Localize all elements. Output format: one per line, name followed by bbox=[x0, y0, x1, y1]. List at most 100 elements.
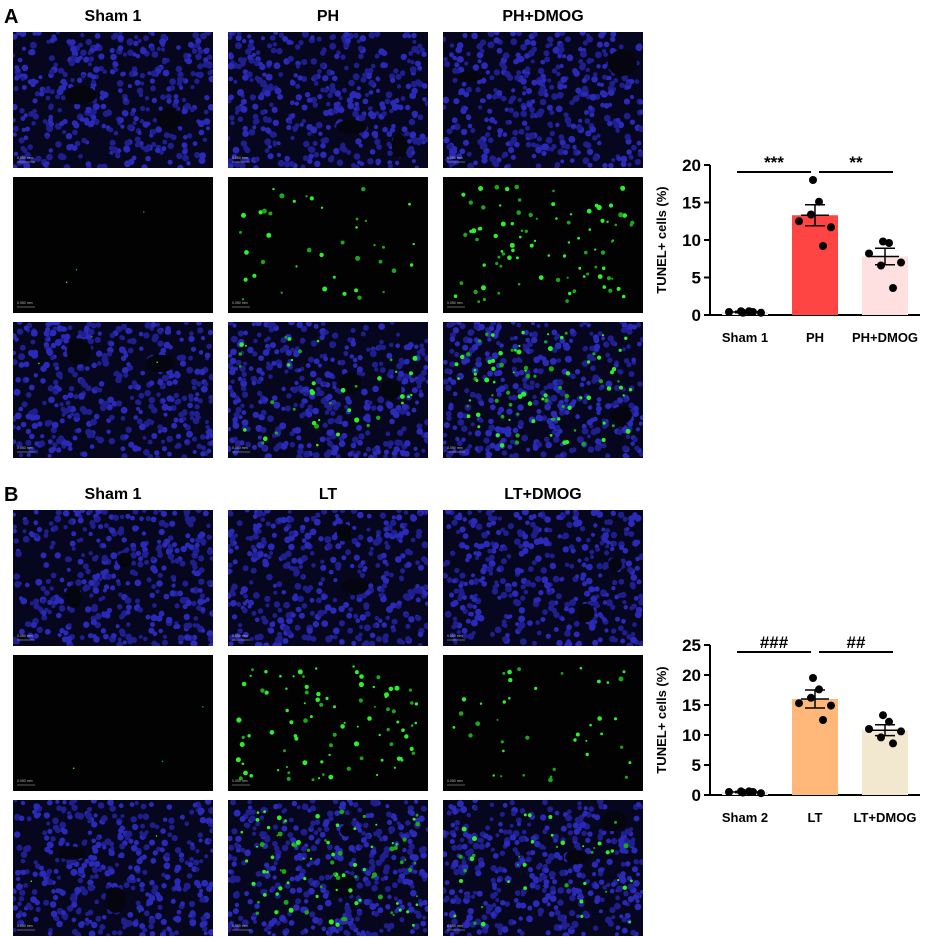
micrograph-a-merge-3: 0.050 mm bbox=[443, 322, 643, 458]
data-point-b-0-5 bbox=[749, 788, 757, 796]
data-point-b-1-5 bbox=[819, 716, 827, 724]
bar-b-2 bbox=[862, 730, 908, 795]
micrograph-a-dapi-3: 0.050 mm bbox=[443, 32, 643, 168]
data-point-a-2-2 bbox=[865, 249, 873, 258]
svg-text:0.050 mm: 0.050 mm bbox=[17, 634, 33, 638]
panel-label-a: A bbox=[4, 6, 19, 28]
bar-chart-a: TUNEL+ cells (%) 0 5 10 15 20 Sham 1 PH PH+DMOG *… bbox=[654, 153, 920, 345]
data-point-b-1-1 bbox=[815, 685, 823, 694]
data-point-b-1-4 bbox=[807, 693, 815, 702]
micrograph-a-merge-2: 0.050 mm bbox=[228, 322, 428, 458]
data-point-b-2-2 bbox=[865, 725, 873, 733]
svg-text:0.050 mm: 0.050 mm bbox=[17, 446, 33, 450]
bar-chart-b: TUNEL+ cells (%) 0 5 10 15 20 25 Sham 2 LT LT+DMO… bbox=[654, 633, 920, 825]
micrograph-b-dapi-1: 0.050 mm bbox=[13, 510, 213, 646]
svg-text:0.050 mm: 0.050 mm bbox=[232, 156, 248, 160]
data-point-a-2-4 bbox=[877, 261, 885, 270]
column-title-b-3: LT+DMOG bbox=[504, 486, 582, 503]
data-point-a-0-2 bbox=[725, 308, 733, 316]
svg-text:0.050 mm: 0.050 mm bbox=[447, 779, 463, 783]
data-point-b-2-0 bbox=[879, 711, 887, 720]
svg-text:0.050 mm: 0.050 mm bbox=[447, 301, 463, 305]
y-tick-label-b-3: 15 bbox=[682, 696, 701, 715]
micrograph-a-tunel-3: 0.050 mm bbox=[443, 177, 643, 313]
svg-text:0.050 mm: 0.050 mm bbox=[17, 156, 33, 160]
svg-text:0.050 mm: 0.050 mm bbox=[17, 924, 33, 928]
data-point-b-0-3 bbox=[757, 789, 765, 798]
data-point-a-2-0 bbox=[879, 237, 887, 246]
panel-label-b: B bbox=[4, 484, 19, 506]
data-point-b-2-5 bbox=[889, 739, 897, 748]
data-point-b-2-3 bbox=[897, 727, 905, 736]
svg-text:0.050 mm: 0.050 mm bbox=[17, 301, 33, 305]
data-point-b-2-4 bbox=[877, 733, 885, 742]
x-tick-label-a-2: PH+DMOG bbox=[852, 330, 918, 345]
x-tick-label-a-0: Sham 1 bbox=[722, 330, 768, 345]
micrograph-b-tunel-3: 0.050 mm bbox=[443, 655, 643, 791]
data-point-b-0-2 bbox=[725, 788, 733, 796]
data-point-a-1-3 bbox=[827, 223, 835, 232]
y-tick-label-a-4: 20 bbox=[682, 156, 701, 175]
data-point-b-1-2 bbox=[795, 699, 803, 708]
micrograph-a-tunel-1: 0.050 mm bbox=[13, 177, 213, 313]
bar-a-1 bbox=[792, 215, 838, 315]
svg-text:0.050 mm: 0.050 mm bbox=[232, 634, 248, 638]
svg-text:0.050 mm: 0.050 mm bbox=[447, 634, 463, 638]
micrograph-b-merge-1: 0.050 mm bbox=[13, 800, 213, 936]
data-point-a-0-5 bbox=[749, 308, 757, 316]
data-point-a-0-4 bbox=[737, 307, 745, 316]
x-tick-label-b-2: LT+DMOG bbox=[854, 810, 917, 825]
column-title-a-3: PH+DMOG bbox=[502, 8, 584, 25]
y-tick-label-b-2: 10 bbox=[682, 726, 701, 745]
y-tick-label-b-0: 0 bbox=[692, 786, 701, 805]
svg-text:0.050 mm: 0.050 mm bbox=[447, 156, 463, 160]
data-point-b-1-0 bbox=[809, 674, 817, 682]
data-point-b-2-1 bbox=[885, 717, 893, 726]
svg-text:0.050 mm: 0.050 mm bbox=[447, 446, 463, 450]
svg-text:0.050 mm: 0.050 mm bbox=[232, 446, 248, 450]
micrograph-b-merge-2: 0.050 mm bbox=[228, 800, 428, 936]
data-point-a-1-5 bbox=[819, 242, 827, 250]
y-tick-label-a-2: 10 bbox=[682, 231, 701, 250]
data-point-a-1-0 bbox=[809, 176, 817, 184]
column-title-a-1: Sham 1 bbox=[84, 8, 142, 25]
x-tick-label-b-1: LT bbox=[808, 810, 823, 825]
svg-text:0.050 mm: 0.050 mm bbox=[232, 779, 248, 783]
y-axis-label-b: TUNEL+ cells (%) bbox=[654, 666, 669, 773]
significance-label-b-1: ## bbox=[847, 633, 866, 652]
micrograph-a-dapi-2: 0.050 mm bbox=[228, 32, 428, 168]
significance-label-a-1: ** bbox=[849, 153, 863, 172]
micrograph-b-dapi-2: 0.050 mm bbox=[228, 510, 428, 646]
micrograph-b-merge-3: 0.050 mm bbox=[443, 800, 643, 936]
data-point-a-0-3 bbox=[757, 308, 765, 317]
y-axis-label-a: TUNEL+ cells (%) bbox=[654, 186, 669, 293]
micrograph-b-tunel-2: 0.050 mm bbox=[228, 655, 428, 791]
y-tick-label-a-3: 15 bbox=[682, 194, 701, 213]
micrograph-a-merge-1: 0.050 mm bbox=[13, 322, 213, 458]
svg-text:0.050 mm: 0.050 mm bbox=[17, 779, 33, 783]
micrograph-a-dapi-1: 0.050 mm bbox=[13, 32, 213, 168]
y-tick-label-b-5: 25 bbox=[682, 636, 701, 655]
bar-b-1 bbox=[792, 699, 838, 795]
data-point-b-0-4 bbox=[737, 787, 745, 796]
micrograph-b-tunel-1: 0.050 mm bbox=[13, 655, 213, 791]
column-title-b-1: Sham 1 bbox=[84, 486, 142, 503]
data-point-a-2-1 bbox=[885, 239, 893, 247]
y-tick-label-b-1: 5 bbox=[692, 756, 701, 775]
data-point-a-1-2 bbox=[795, 217, 803, 226]
significance-label-a-0: *** bbox=[764, 153, 784, 172]
micrograph-b-dapi-3: 0.050 mm bbox=[443, 510, 643, 646]
column-title-b-2: LT bbox=[318, 486, 338, 503]
column-title-a-2: PH bbox=[316, 8, 340, 25]
data-point-b-1-3 bbox=[827, 701, 835, 710]
y-tick-label-a-1: 5 bbox=[692, 269, 701, 288]
svg-text:0.050 mm: 0.050 mm bbox=[232, 301, 248, 305]
data-point-a-1-1 bbox=[815, 197, 823, 206]
micrograph-a-tunel-2: 0.050 mm bbox=[228, 177, 428, 313]
x-tick-label-b-0: Sham 2 bbox=[722, 810, 768, 825]
y-tick-label-b-4: 20 bbox=[682, 666, 701, 685]
data-point-a-2-5 bbox=[889, 284, 897, 292]
significance-label-b-0: ### bbox=[760, 633, 789, 652]
data-point-a-1-4 bbox=[807, 210, 815, 219]
x-tick-label-a-1: PH bbox=[806, 330, 824, 345]
